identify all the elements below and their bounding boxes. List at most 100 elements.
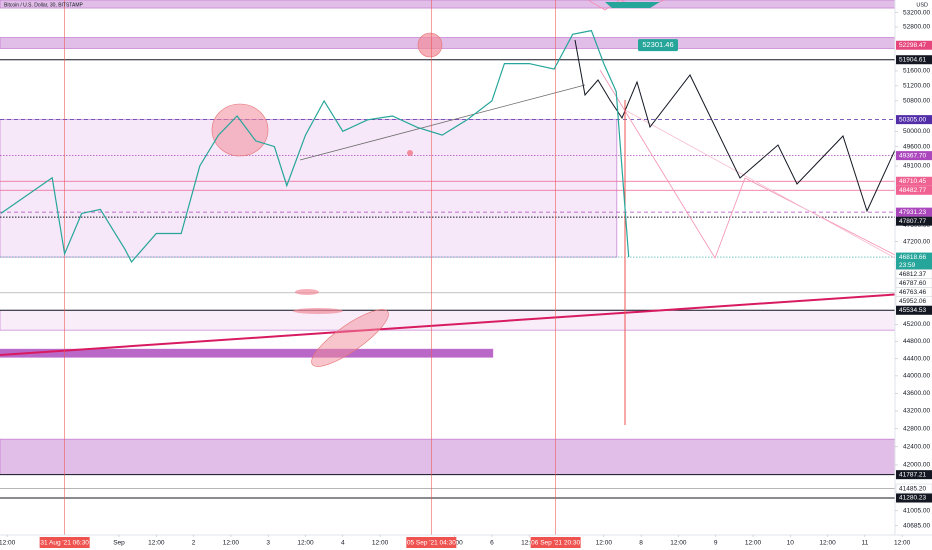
- price-tag: [896, 252, 932, 270]
- price-tag-label: 48710.45: [899, 178, 926, 185]
- price-tag-label: 51904.61: [899, 56, 926, 63]
- price-tag-label: 46818.66: [899, 254, 926, 261]
- x-tick-label: 2: [192, 540, 196, 547]
- x-tick-label: 12:00: [372, 540, 389, 547]
- y-tick-label: 42400.00: [903, 444, 930, 451]
- countdown: 23:59: [899, 262, 916, 269]
- y-tick-label: 50800.00: [903, 98, 930, 105]
- time-marker-label: 31 Aug '21 06:30: [40, 540, 89, 547]
- x-tick-label: 12:00: [819, 540, 836, 547]
- highlight-ellipse: [211, 103, 269, 157]
- drawings: [0, 0, 932, 535]
- price-line: [0, 29, 630, 263]
- levels: [0, 59, 895, 499]
- projection-path: [574, 39, 896, 213]
- x-tick-label: 10: [787, 540, 795, 547]
- price-tag: [896, 40, 932, 50]
- y-tick-label: 41005.00: [903, 508, 930, 515]
- zone: [0, 119, 618, 258]
- price-tag: [896, 55, 932, 65]
- y-tick-label: 51200.00: [903, 83, 930, 90]
- y-tick-label: 42800.00: [903, 426, 930, 433]
- x-tick-label: 12:00: [297, 540, 314, 547]
- x-tick-label: 8: [639, 540, 643, 547]
- zone: [0, 348, 494, 358]
- time-marker-box: [39, 537, 90, 548]
- y-tick-label: 42000.00: [903, 462, 930, 469]
- price-tag: [896, 305, 932, 315]
- y-tick-label: 44400.00: [903, 355, 930, 362]
- highlight-ellipse: [417, 32, 443, 58]
- x-tick-label: 12:00: [670, 540, 687, 547]
- price-tag-label: 41485.20: [899, 485, 926, 492]
- arrow-shape: [605, 2, 660, 8]
- time-axis: [0, 535, 932, 550]
- y-tick-label: 51600.00: [903, 68, 930, 75]
- y-tick-label: 44000.00: [903, 373, 930, 380]
- price-tag-label: 49367.70: [899, 152, 926, 159]
- price-tag: [896, 493, 932, 503]
- currency-box: [903, 1, 931, 9]
- y-tick-label: 49100.00: [903, 163, 930, 170]
- price-tag-label: 45952.06: [899, 298, 926, 305]
- price-tag-label: 41280.23: [899, 495, 926, 502]
- zone: [0, 309, 896, 331]
- y-tick-label: 47200.00: [903, 238, 930, 245]
- x-tick-label: 12:00: [0, 540, 16, 547]
- time-marker-box: [406, 537, 457, 548]
- y-tick-label: 40685.00: [903, 523, 930, 530]
- x-tick-label: 12:00: [596, 540, 613, 547]
- y-tick-label: 52800.00: [903, 24, 930, 31]
- zone: [0, 37, 896, 49]
- zone: [0, 0, 896, 9]
- symbol-title: Bitcoin / U.S. Dollar, 30, BITSTAMP: [4, 2, 83, 8]
- x-tick-label: 3: [266, 540, 270, 547]
- price-tag: [896, 216, 932, 226]
- trend-line: [0, 291, 932, 356]
- x-tick-label: 12:00: [223, 540, 240, 547]
- currency: USD: [916, 2, 928, 8]
- x-tick-label: 12:00: [148, 540, 165, 547]
- y-tick-label: 45200.00: [903, 321, 930, 328]
- price-tag: [896, 470, 932, 480]
- x-tick-label: 4: [341, 540, 345, 547]
- y-tick-label: 44800.00: [903, 338, 930, 345]
- price-tag-label: 48482.77: [899, 187, 926, 194]
- price-tag-label: 47807.77: [899, 218, 926, 225]
- x-tick-label: 12:00: [521, 540, 538, 547]
- highlight-ellipse: [293, 308, 343, 314]
- time-marker-label: 05 Sep '21 04:30: [407, 540, 456, 547]
- price-tag-label: 46763.46: [899, 289, 926, 296]
- price-tag-label: 41787.21: [899, 471, 926, 478]
- x-tick-label: 12:00: [894, 540, 911, 547]
- price-tag-label: 46787.60: [899, 280, 926, 287]
- y-tick-label: 49600.00: [903, 143, 930, 150]
- y-tick-label: 43200.00: [903, 408, 930, 415]
- axes: 53200.00 52800.00 51600.00 51200.00 50800.00…: [0, 9, 930, 546]
- time-marker-label: 06 Sep '21 20:30: [531, 540, 580, 547]
- x-tick-label: 9: [714, 540, 718, 547]
- x-tick-label: 6: [490, 540, 494, 547]
- price-tag-label: 47931.23: [899, 209, 926, 216]
- price-tags: 31 Aug '21 06:30 05 Sep '21 04:30 06 Sep '…: [39, 39, 932, 548]
- y-tick-label: 43600.00: [903, 390, 930, 397]
- price-tag-label: 52298.47: [899, 42, 926, 49]
- price-tag: [896, 207, 932, 217]
- price-callout-label: 52301.46: [642, 40, 673, 49]
- x-tick-label: 12:00: [745, 540, 762, 547]
- zones: [0, 0, 896, 475]
- highlight-ellipse: [311, 309, 389, 367]
- price-tag: [896, 115, 932, 125]
- x-tick-label: 11: [861, 540, 868, 547]
- price-tag: [895, 483, 932, 494]
- price-tag-label: 45534.53: [899, 307, 926, 314]
- price-tag-label: 50305.00: [899, 116, 926, 123]
- price-tag: [896, 185, 932, 195]
- price-series: [0, 29, 630, 263]
- price-tag: [895, 296, 932, 306]
- y-tick-label: 53200.00: [903, 9, 930, 16]
- price-callout: [637, 39, 678, 52]
- price-tag: [896, 151, 932, 161]
- y-tick-label: 50000.00: [903, 128, 930, 135]
